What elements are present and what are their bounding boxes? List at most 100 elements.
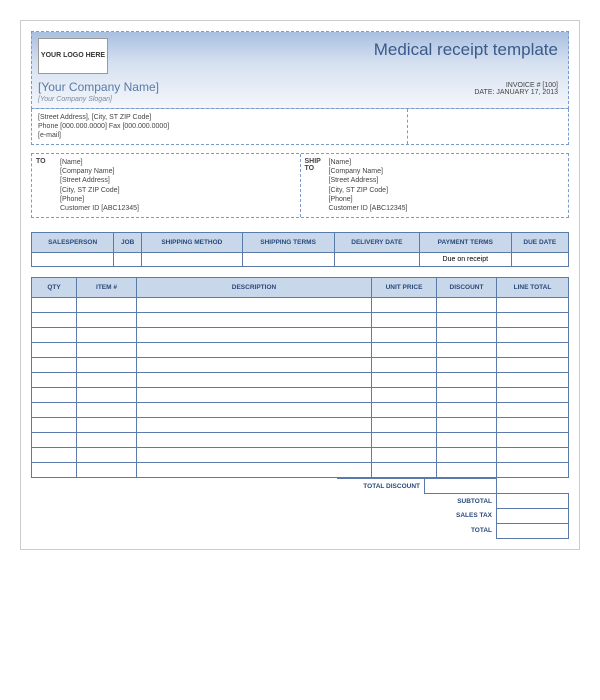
to-street: [Street Address] bbox=[60, 176, 139, 185]
terms-cell bbox=[242, 252, 334, 266]
subtotal-label: SUBTOTAL bbox=[425, 493, 497, 508]
item-cell bbox=[32, 447, 77, 462]
to-name: [Name] bbox=[60, 158, 139, 167]
subtotal-value bbox=[497, 493, 569, 508]
item-cell bbox=[497, 342, 569, 357]
item-cell bbox=[77, 462, 137, 477]
terms-header-payment-terms: PAYMENT TERMS bbox=[420, 232, 512, 252]
item-cell bbox=[77, 387, 137, 402]
contact-address: [Street Address], [City, ST ZIP Code] bbox=[38, 113, 401, 122]
item-cell bbox=[372, 387, 437, 402]
terms-header-shipping-method: SHIPPING METHOD bbox=[142, 232, 242, 252]
item-cell bbox=[372, 432, 437, 447]
contact-row: [Street Address], [City, ST ZIP Code] Ph… bbox=[31, 109, 569, 145]
item-cell bbox=[497, 387, 569, 402]
item-cell bbox=[77, 312, 137, 327]
items-header-unit-price: UNIT PRICE bbox=[372, 277, 437, 297]
item-cell bbox=[77, 327, 137, 342]
item-cell bbox=[77, 402, 137, 417]
addresses-row: TO [Name] [Company Name] [Street Address… bbox=[31, 153, 569, 218]
item-cell bbox=[32, 357, 77, 372]
terms-cell bbox=[334, 252, 419, 266]
item-cell bbox=[32, 417, 77, 432]
total-label: TOTAL bbox=[425, 523, 497, 538]
item-cell bbox=[137, 312, 372, 327]
item-cell bbox=[137, 297, 372, 312]
total-discount-label: TOTAL DISCOUNT bbox=[337, 478, 425, 493]
item-cell bbox=[437, 402, 497, 417]
item-cell bbox=[32, 372, 77, 387]
ship-to-body: [Name] [Company Name] [Street Address] [… bbox=[329, 158, 408, 213]
item-cell bbox=[497, 372, 569, 387]
terms-cell: Due on receipt bbox=[420, 252, 512, 266]
item-cell bbox=[497, 447, 569, 462]
table-row bbox=[32, 342, 569, 357]
item-cell bbox=[137, 402, 372, 417]
item-cell bbox=[32, 432, 77, 447]
table-row bbox=[32, 312, 569, 327]
item-cell bbox=[137, 447, 372, 462]
item-cell bbox=[32, 387, 77, 402]
item-cell bbox=[437, 432, 497, 447]
item-cell bbox=[437, 327, 497, 342]
item-cell bbox=[77, 297, 137, 312]
sales-tax-value bbox=[497, 508, 569, 523]
item-cell bbox=[372, 372, 437, 387]
ship-city: [City, ST ZIP Code] bbox=[329, 186, 408, 195]
item-cell bbox=[77, 372, 137, 387]
company-slogan: [Your Company Slogan] bbox=[38, 96, 112, 103]
terms-header-job: JOB bbox=[114, 232, 142, 252]
logo-placeholder: YOUR LOGO HERE bbox=[38, 38, 108, 74]
invoice-number: INVOICE # [100] bbox=[474, 82, 558, 89]
item-cell bbox=[32, 327, 77, 342]
terms-header-salesperson: SALESPERSON bbox=[32, 232, 114, 252]
document-title: Medical receipt template bbox=[374, 40, 558, 60]
item-cell bbox=[497, 432, 569, 447]
item-cell bbox=[372, 342, 437, 357]
table-row bbox=[32, 372, 569, 387]
bill-to-block: TO [Name] [Company Name] [Street Address… bbox=[32, 154, 301, 217]
to-company: [Company Name] bbox=[60, 167, 139, 176]
terms-header-due-date: DUE DATE bbox=[511, 232, 568, 252]
item-cell bbox=[137, 387, 372, 402]
item-cell bbox=[437, 297, 497, 312]
item-cell bbox=[497, 357, 569, 372]
terms-cell bbox=[32, 252, 114, 266]
table-row bbox=[32, 327, 569, 342]
item-cell bbox=[437, 447, 497, 462]
to-customer-id: Customer ID [ABC12345] bbox=[60, 204, 139, 213]
ship-to-block: SHIP TO [Name] [Company Name] [Street Ad… bbox=[301, 154, 569, 217]
item-cell bbox=[437, 312, 497, 327]
contact-spacer bbox=[408, 109, 568, 144]
invoice-date: DATE: JANUARY 17, 2013 bbox=[474, 89, 558, 96]
item-cell bbox=[437, 372, 497, 387]
table-row bbox=[32, 387, 569, 402]
table-row bbox=[32, 417, 569, 432]
terms-header-shipping-terms: SHIPPING TERMS bbox=[242, 232, 334, 252]
items-header-discount: DISCOUNT bbox=[437, 277, 497, 297]
item-cell bbox=[497, 402, 569, 417]
totals-spacer bbox=[497, 478, 569, 493]
item-cell bbox=[437, 387, 497, 402]
item-cell bbox=[32, 462, 77, 477]
ship-name: [Name] bbox=[329, 158, 408, 167]
item-cell bbox=[372, 447, 437, 462]
item-cell bbox=[372, 312, 437, 327]
table-row bbox=[32, 297, 569, 312]
item-cell bbox=[77, 432, 137, 447]
item-cell bbox=[437, 357, 497, 372]
receipt-document: YOUR LOGO HERE Medical receipt template … bbox=[20, 20, 580, 550]
terms-cell bbox=[142, 252, 242, 266]
item-cell bbox=[497, 312, 569, 327]
company-name: [Your Company Name] bbox=[38, 80, 159, 94]
totals-block: TOTAL DISCOUNT SUBTOTAL SALES TAX TOTAL bbox=[31, 478, 569, 539]
item-cell bbox=[32, 342, 77, 357]
contact-email: [e-mail] bbox=[38, 131, 401, 140]
item-cell bbox=[372, 327, 437, 342]
item-cell bbox=[77, 342, 137, 357]
header: YOUR LOGO HERE Medical receipt template … bbox=[31, 31, 569, 109]
item-cell bbox=[372, 462, 437, 477]
items-header-description: DESCRIPTION bbox=[137, 277, 372, 297]
item-cell bbox=[137, 462, 372, 477]
item-cell bbox=[497, 462, 569, 477]
